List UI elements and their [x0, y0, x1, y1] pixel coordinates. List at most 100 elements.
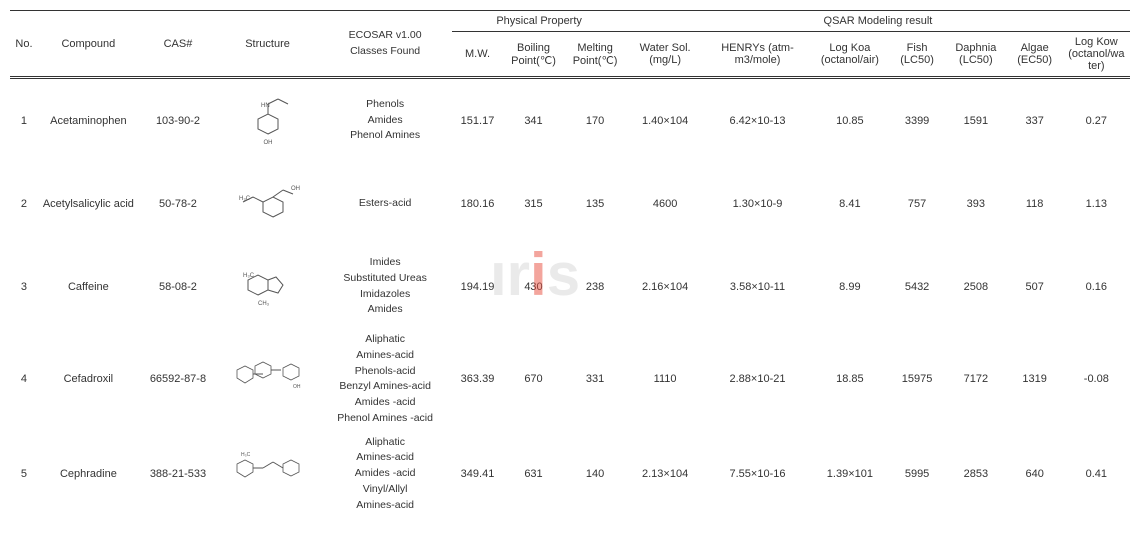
cell-structure: OH HN: [217, 78, 318, 163]
cell-fish: 5432: [889, 245, 945, 328]
cell-melting: 170: [564, 78, 626, 163]
cell-fish: 3399: [889, 78, 945, 163]
cell-ecosar: Phenols Amides Phenol Amines: [318, 78, 452, 163]
cell-mw: 180.16: [452, 162, 502, 245]
svg-text:HN: HN: [261, 103, 270, 109]
cell-mw: 151.17: [452, 78, 502, 163]
cell-melting: 331: [564, 328, 626, 431]
cell-log-kow: -0.08: [1063, 328, 1130, 431]
svg-text:OH: OH: [263, 140, 272, 146]
cell-mw: 194.19: [452, 245, 502, 328]
cell-algae: 507: [1007, 245, 1063, 328]
cell-water-sol: 1110: [626, 328, 704, 431]
svg-text:H₃C: H₃C: [241, 452, 251, 458]
header-structure: Structure: [217, 11, 318, 78]
table-row: 2Acetylsalicylic acid50-78-2OHH₃CEsters-…: [10, 162, 1130, 245]
cell-compound: Acetylsalicylic acid: [38, 162, 139, 245]
svg-text:OH: OH: [293, 384, 301, 390]
cell-cas: 66592-87-8: [139, 328, 217, 431]
header-phys-group: Physical Property: [452, 11, 626, 32]
cell-log-koa: 1.39×101: [811, 431, 889, 518]
header-cas: CAS#: [139, 11, 217, 78]
cell-henrys: 7.55×10-16: [704, 431, 810, 518]
cell-log-koa: 18.85: [811, 328, 889, 431]
cell-log-kow: 0.27: [1063, 78, 1130, 163]
cell-melting: 135: [564, 162, 626, 245]
cell-compound: Acetaminophen: [38, 78, 139, 163]
cell-water-sol: 1.40×104: [626, 78, 704, 163]
cell-water-sol: 2.16×104: [626, 245, 704, 328]
cell-structure: H₃C: [217, 431, 318, 518]
cell-structure: OH H₃C: [217, 162, 318, 245]
header-daphnia: Daphnia (LC50): [945, 32, 1007, 78]
table-row: 1Acetaminophen103-90-2 OH HN Phenols Amides…: [10, 78, 1130, 163]
cell-algae: 337: [1007, 78, 1063, 163]
cell-fish: 757: [889, 162, 945, 245]
cell-daphnia: 2508: [945, 245, 1007, 328]
header-water-sol: Water Sol. (mg/L): [626, 32, 704, 78]
table-body: 1Acetaminophen103-90-2 OH HN Phenols Amides…: [10, 78, 1130, 518]
cell-melting: 140: [564, 431, 626, 518]
cell-algae: 640: [1007, 431, 1063, 518]
header-no: No.: [10, 11, 38, 78]
cell-cas: 58-08-2: [139, 245, 217, 328]
header-log-koa: Log Koa (octanol/air): [811, 32, 889, 78]
cell-daphnia: 393: [945, 162, 1007, 245]
header-mw: M.W.: [452, 32, 502, 78]
cell-henrys: 6.42×10-13: [704, 78, 810, 163]
header-fish: Fish (LC50): [889, 32, 945, 78]
cell-log-kow: 0.16: [1063, 245, 1130, 328]
chemical-properties-table: No. Compound CAS# Structure ECOSAR v1.00…: [10, 10, 1130, 517]
cell-cas: 103-90-2: [139, 78, 217, 163]
cell-mw: 349.41: [452, 431, 502, 518]
table-row: 3Caffeine58-08-2CH₃H₃CImides Substituted…: [10, 245, 1130, 328]
svg-text:CH₃: CH₃: [258, 301, 270, 307]
cell-boiling: 430: [503, 245, 565, 328]
header-ecosar: ECOSAR v1.00 Classes Found: [318, 11, 452, 78]
cell-ecosar: Aliphatic Amines-acid Amides -acid Vinyl…: [318, 431, 452, 518]
cell-daphnia: 1591: [945, 78, 1007, 163]
cell-log-kow: 0.41: [1063, 431, 1130, 518]
table-row: 5Cephradine388-21-533 H₃C Aliphatic Amines…: [10, 431, 1130, 518]
cell-boiling: 631: [503, 431, 565, 518]
cell-daphnia: 7172: [945, 328, 1007, 431]
cell-fish: 15975: [889, 328, 945, 431]
cell-algae: 1319: [1007, 328, 1063, 431]
cell-cas: 388-21-533: [139, 431, 217, 518]
cell-boiling: 670: [503, 328, 565, 431]
cell-fish: 5995: [889, 431, 945, 518]
header-boiling: Boiling Point(℃): [503, 32, 565, 78]
header-henrys: HENRYs (atm-m3/mole): [704, 32, 810, 78]
cell-log-koa: 10.85: [811, 78, 889, 163]
svg-text:H₃C: H₃C: [243, 273, 255, 279]
cell-water-sol: 2.13×104: [626, 431, 704, 518]
cell-water-sol: 4600: [626, 162, 704, 245]
cell-boiling: 315: [503, 162, 565, 245]
cell-no: 4: [10, 328, 38, 431]
cell-no: 1: [10, 78, 38, 163]
header-melting: Melting Point(℃): [564, 32, 626, 78]
cell-compound: Caffeine: [38, 245, 139, 328]
cell-compound: Cephradine: [38, 431, 139, 518]
cell-henrys: 2.88×10-21: [704, 328, 810, 431]
cell-henrys: 3.58×10-11: [704, 245, 810, 328]
cell-boiling: 341: [503, 78, 565, 163]
cell-ecosar: Aliphatic Amines-acid Phenols-acid Benzy…: [318, 328, 452, 431]
cell-no: 3: [10, 245, 38, 328]
header-compound: Compound: [38, 11, 139, 78]
svg-text:OH: OH: [291, 186, 300, 192]
header-log-kow: Log Kow (octanol/wa ter): [1063, 32, 1130, 78]
cell-melting: 238: [564, 245, 626, 328]
header-algae: Algae (EC50): [1007, 32, 1063, 78]
cell-structure: OH: [217, 328, 318, 431]
cell-log-koa: 8.99: [811, 245, 889, 328]
cell-compound: Cefadroxil: [38, 328, 139, 431]
cell-henrys: 1.30×10-9: [704, 162, 810, 245]
svg-text:H₃C: H₃C: [239, 196, 251, 202]
cell-daphnia: 2853: [945, 431, 1007, 518]
table-row: 4Cefadroxil66592-87-8 OH Aliphatic Amines-…: [10, 328, 1130, 431]
cell-log-kow: 1.13: [1063, 162, 1130, 245]
cell-structure: CH₃ H₃C: [217, 245, 318, 328]
cell-cas: 50-78-2: [139, 162, 217, 245]
cell-no: 5: [10, 431, 38, 518]
